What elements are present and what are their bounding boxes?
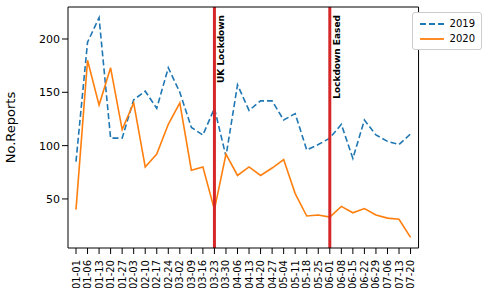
svg-text:03-09: 03-09 <box>186 260 197 288</box>
svg-text:01-20: 01-20 <box>105 260 116 288</box>
svg-text:05-25: 05-25 <box>313 260 324 288</box>
svg-text:02-24: 02-24 <box>163 260 174 288</box>
svg-text:02-17: 02-17 <box>151 260 162 288</box>
svg-text:02-03: 02-03 <box>128 260 139 288</box>
svg-text:Lockdown Eased: Lockdown Eased <box>332 15 342 99</box>
svg-text:UK Lockdown: UK Lockdown <box>216 15 226 83</box>
svg-text:07-20: 07-20 <box>405 260 416 288</box>
svg-text:06-29: 06-29 <box>370 260 381 288</box>
html-text:2020: 2020 <box>449 33 475 44</box>
svg-text:07-06: 07-06 <box>382 260 393 288</box>
svg-text:06-01: 06-01 <box>324 260 335 288</box>
svg-text:50: 50 <box>46 193 60 206</box>
svg-text:02-10: 02-10 <box>140 260 151 288</box>
svg-text:01-27: 01-27 <box>117 260 128 288</box>
svg-text:200: 200 <box>39 33 60 46</box>
svg-text:01-13: 01-13 <box>94 260 105 288</box>
svg-text:03-23: 03-23 <box>209 260 220 288</box>
svg-text:05-11: 05-11 <box>290 260 301 288</box>
svg-text:100: 100 <box>39 140 60 153</box>
svg-text:04-27: 04-27 <box>267 260 278 288</box>
svg-text:No.Reports: No.Reports <box>8 92 18 164</box>
svg-text:01-01: 01-01 <box>71 260 82 288</box>
svg-text:01-06: 01-06 <box>82 260 93 288</box>
svg-text:04-13: 04-13 <box>244 260 255 288</box>
svg-text:03-30: 03-30 <box>220 260 231 288</box>
svg-text:05-04: 05-04 <box>278 260 289 288</box>
svg-text:07-13: 07-13 <box>394 260 405 288</box>
svg-text:06-15: 06-15 <box>347 260 358 288</box>
svg-text:06-08: 06-08 <box>336 260 347 288</box>
svg-text:05-18: 05-18 <box>301 260 312 288</box>
svg-text:04-20: 04-20 <box>255 260 266 288</box>
svg-text:04-06: 04-06 <box>232 260 243 288</box>
svg-text:06-22: 06-22 <box>359 260 370 288</box>
svg-text:03-02: 03-02 <box>174 260 185 288</box>
svg-text:03-16: 03-16 <box>197 260 208 288</box>
html-text:2019: 2019 <box>449 18 475 29</box>
svg-text:150: 150 <box>39 86 60 99</box>
